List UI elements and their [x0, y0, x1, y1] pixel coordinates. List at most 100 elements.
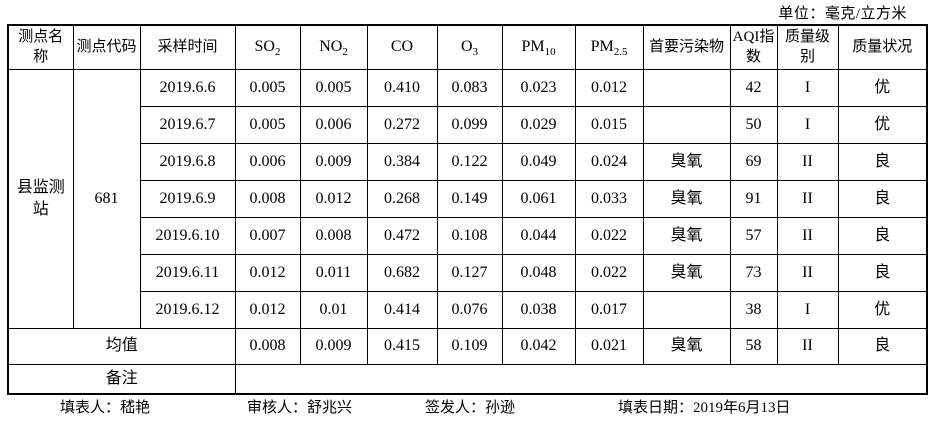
form-issuer: 签发人：孙逊 [425, 400, 516, 416]
header-aqi: AQI指数 [729, 24, 778, 70]
table-row: 2019.6.8 0.006 0.009 0.384 0.122 0.049 0… [8, 142, 928, 181]
no2-value: 0.008 [299, 216, 368, 255]
so2-value: 0.012 [234, 253, 301, 292]
header-no2: NO2 [299, 24, 368, 70]
pm25-value: 0.015 [574, 105, 644, 144]
header-row: 测点名称 测点代码 采样时间 SO2 NO2 CO O3 PM10 PM2.5 … [7, 24, 928, 70]
remark-label: 备注 [7, 363, 236, 395]
site-code-cell: 681 [72, 68, 141, 329]
footer: 填表人：嵇艳 审核人：舒兆兴 签发人：孙逊 填表日期：2019年6月13日 [0, 396, 935, 418]
quality-status-value: 优 [837, 105, 928, 144]
aqi-value: 57 [729, 216, 778, 255]
quality-status-value: 优 [837, 290, 928, 329]
quality-status-value: 良 [837, 216, 928, 255]
date-cell: 2019.6.10 [139, 216, 236, 255]
header-o3: O3 [436, 24, 503, 70]
no2-value: 0.009 [299, 142, 368, 181]
aqi-value: 38 [729, 290, 778, 329]
o3-value: 0.122 [436, 142, 503, 181]
o3-value: 0.099 [436, 105, 503, 144]
primary-pollutant-value [642, 68, 731, 107]
pm25-value: 0.033 [574, 179, 644, 218]
co-value: 0.414 [366, 290, 438, 329]
form-date: 填表日期：2019年6月13日 [618, 400, 791, 416]
quality-level-value: II [776, 179, 839, 218]
pm25-value: 0.022 [574, 253, 644, 292]
so2-value: 0.012 [234, 290, 301, 329]
quality-level-value: II [776, 216, 839, 255]
co-value: 0.268 [366, 179, 438, 218]
pm25-value: 0.024 [574, 142, 644, 181]
co-symbol: CO [390, 38, 414, 56]
table-row: 2019.6.10 0.007 0.008 0.472 0.108 0.044 … [8, 216, 928, 255]
unit-label: 单位：毫克/立方米 [778, 6, 907, 22]
primary-pollutant-mean: 臭氧 [642, 327, 731, 365]
no2-mean: 0.009 [299, 327, 368, 365]
pm10-value: 0.023 [501, 68, 576, 107]
primary-pollutant-value: 臭氧 [642, 179, 731, 218]
primary-pollutant-value: 臭氧 [642, 253, 731, 292]
primary-pollutant-value [642, 290, 731, 329]
co-mean: 0.415 [366, 327, 438, 365]
o3-value: 0.108 [436, 216, 503, 255]
co-value: 0.410 [366, 68, 438, 107]
quality-level-mean: II [776, 327, 839, 365]
date-cell: 2019.6.6 [139, 68, 236, 107]
quality-status-value: 优 [837, 68, 928, 107]
pm25-value: 0.012 [574, 68, 644, 107]
mean-row: 均值 0.008 0.009 0.415 0.109 0.042 0.021 臭… [7, 327, 928, 365]
header-sample-time: 采样时间 [139, 24, 236, 70]
no2-value: 0.01 [299, 290, 368, 329]
table-row: 2019.6.11 0.012 0.011 0.682 0.127 0.048 … [8, 253, 928, 292]
header-co: CO [366, 24, 438, 70]
site-name-cell: 县监测站 [7, 68, 74, 329]
primary-pollutant-value: 臭氧 [642, 216, 731, 255]
aqi-mean: 58 [729, 327, 778, 365]
form-reviewer: 审核人：舒兆兴 [247, 400, 353, 416]
quality-level-value: I [776, 68, 839, 107]
primary-pollutant-value: 臭氧 [642, 142, 731, 181]
quality-level-value: I [776, 105, 839, 144]
date-cell: 2019.6.12 [139, 290, 236, 329]
table-row: 2019.6.9 0.008 0.012 0.268 0.149 0.061 0… [8, 179, 928, 218]
o3-symbol: O [460, 38, 473, 56]
table-row: 2019.6.7 0.005 0.006 0.272 0.099 0.029 0… [8, 105, 928, 144]
table-row: 2019.6.12 0.012 0.01 0.414 0.076 0.038 0… [8, 290, 928, 329]
pm10-value: 0.049 [501, 142, 576, 181]
mean-label: 均值 [7, 327, 236, 365]
date-cell: 2019.6.8 [139, 142, 236, 181]
quality-status-value: 良 [837, 142, 928, 181]
header-site-code: 测点代码 [72, 24, 141, 70]
pm10-value: 0.061 [501, 179, 576, 218]
pm25-mean: 0.021 [574, 327, 644, 365]
pm25-value: 0.022 [574, 216, 644, 255]
header-pm10: PM10 [501, 24, 576, 70]
so2-mean: 0.008 [234, 327, 301, 365]
so2-value: 0.008 [234, 179, 301, 218]
pm10-value: 0.044 [501, 216, 576, 255]
date-cell: 2019.6.9 [139, 179, 236, 218]
aqi-value: 91 [729, 179, 778, 218]
so2-value: 0.005 [234, 68, 301, 107]
quality-status-value: 良 [837, 179, 928, 218]
pm10-value: 0.048 [501, 253, 576, 292]
so2-value: 0.005 [234, 105, 301, 144]
air-quality-table: 测点名称 测点代码 采样时间 SO2 NO2 CO O3 PM10 PM2.5 … [7, 24, 928, 395]
pm10-value: 0.029 [501, 105, 576, 144]
header-site-name: 测点名称 [7, 24, 74, 70]
aqi-value: 69 [729, 142, 778, 181]
quality-status-value: 良 [837, 253, 928, 292]
co-value: 0.384 [366, 142, 438, 181]
no2-value: 0.006 [299, 105, 368, 144]
co-value: 0.472 [366, 216, 438, 255]
o3-value: 0.083 [436, 68, 503, 107]
quality-level-value: II [776, 253, 839, 292]
quality-level-value: II [776, 142, 839, 181]
header-quality-status: 质量状况 [837, 24, 928, 70]
o3-value: 0.127 [436, 253, 503, 292]
aqi-value: 73 [729, 253, 778, 292]
date-cell: 2019.6.7 [139, 105, 236, 144]
aqi-value: 50 [729, 105, 778, 144]
co-value: 0.272 [366, 105, 438, 144]
